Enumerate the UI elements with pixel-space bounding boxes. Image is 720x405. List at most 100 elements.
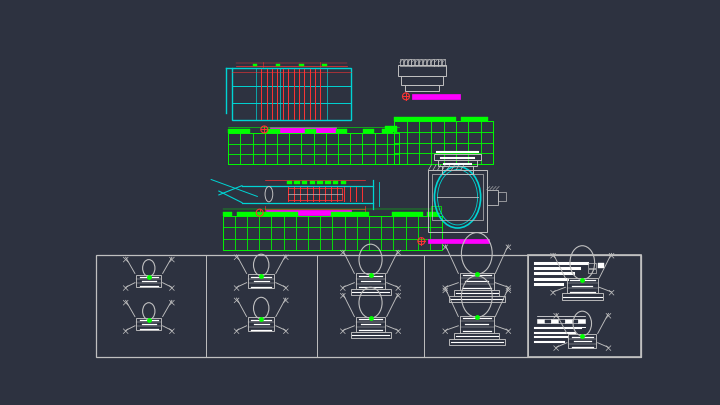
- Bar: [265, 143, 277, 154]
- Bar: [222, 216, 235, 227]
- Bar: [248, 274, 274, 288]
- Bar: [405, 85, 439, 91]
- Bar: [456, 132, 468, 143]
- Bar: [253, 143, 265, 154]
- Bar: [247, 216, 259, 227]
- Bar: [405, 239, 418, 250]
- Bar: [235, 239, 247, 250]
- Bar: [137, 318, 161, 330]
- Bar: [240, 133, 253, 143]
- Bar: [411, 60, 415, 66]
- Bar: [392, 212, 423, 216]
- Bar: [350, 154, 362, 164]
- Bar: [369, 239, 381, 250]
- Bar: [222, 212, 232, 216]
- Bar: [444, 132, 456, 143]
- Bar: [284, 239, 296, 250]
- Bar: [222, 227, 235, 239]
- Bar: [356, 273, 385, 289]
- Bar: [387, 143, 399, 154]
- Bar: [320, 216, 333, 227]
- Bar: [408, 60, 410, 66]
- Bar: [444, 143, 456, 153]
- Bar: [271, 227, 284, 239]
- Bar: [415, 60, 418, 66]
- Bar: [395, 121, 407, 132]
- Bar: [308, 216, 320, 227]
- Bar: [265, 154, 277, 164]
- Bar: [598, 263, 604, 268]
- Bar: [567, 278, 598, 294]
- Bar: [277, 154, 289, 164]
- Bar: [456, 121, 468, 132]
- Bar: [419, 60, 422, 66]
- Bar: [276, 64, 281, 66]
- Bar: [253, 133, 265, 143]
- Bar: [271, 127, 336, 132]
- Bar: [468, 153, 481, 164]
- Bar: [248, 318, 274, 331]
- Bar: [222, 239, 235, 250]
- Bar: [308, 227, 320, 239]
- Bar: [387, 154, 399, 164]
- Bar: [418, 216, 430, 227]
- Bar: [314, 154, 325, 164]
- Bar: [395, 132, 407, 143]
- Bar: [434, 60, 438, 66]
- Bar: [444, 153, 456, 164]
- Bar: [419, 153, 431, 164]
- Bar: [302, 181, 307, 184]
- Bar: [356, 317, 385, 332]
- Bar: [449, 339, 505, 345]
- Bar: [385, 126, 397, 132]
- Bar: [434, 154, 481, 160]
- Bar: [481, 121, 493, 132]
- Bar: [299, 64, 304, 66]
- Bar: [462, 117, 488, 121]
- Bar: [537, 319, 544, 324]
- Bar: [468, 143, 481, 153]
- Bar: [407, 132, 419, 143]
- Bar: [228, 133, 399, 164]
- Bar: [338, 154, 350, 164]
- Bar: [320, 239, 333, 250]
- Bar: [430, 227, 442, 239]
- Bar: [240, 143, 253, 154]
- Bar: [259, 227, 271, 239]
- Bar: [271, 216, 284, 227]
- Bar: [487, 190, 498, 205]
- Bar: [302, 133, 313, 143]
- Bar: [289, 154, 302, 164]
- Bar: [357, 239, 369, 250]
- Bar: [481, 143, 493, 153]
- Bar: [345, 227, 357, 239]
- Bar: [350, 143, 362, 154]
- Bar: [308, 239, 320, 250]
- Bar: [431, 132, 444, 143]
- Bar: [407, 153, 419, 164]
- Bar: [314, 143, 325, 154]
- Bar: [374, 143, 387, 154]
- Bar: [137, 275, 161, 287]
- Bar: [310, 181, 315, 184]
- Bar: [357, 216, 369, 227]
- Bar: [405, 227, 418, 239]
- Bar: [431, 206, 441, 213]
- Bar: [266, 130, 281, 133]
- Bar: [468, 121, 481, 132]
- Bar: [320, 227, 333, 239]
- Bar: [362, 133, 374, 143]
- Bar: [398, 65, 446, 76]
- Bar: [481, 132, 493, 143]
- Bar: [322, 64, 327, 66]
- Bar: [325, 143, 338, 154]
- Bar: [395, 117, 456, 121]
- Bar: [271, 239, 284, 250]
- Bar: [240, 154, 253, 164]
- Bar: [427, 60, 430, 66]
- Bar: [357, 227, 369, 239]
- Bar: [374, 154, 387, 164]
- Bar: [351, 289, 390, 295]
- Bar: [395, 143, 407, 153]
- Bar: [578, 319, 585, 324]
